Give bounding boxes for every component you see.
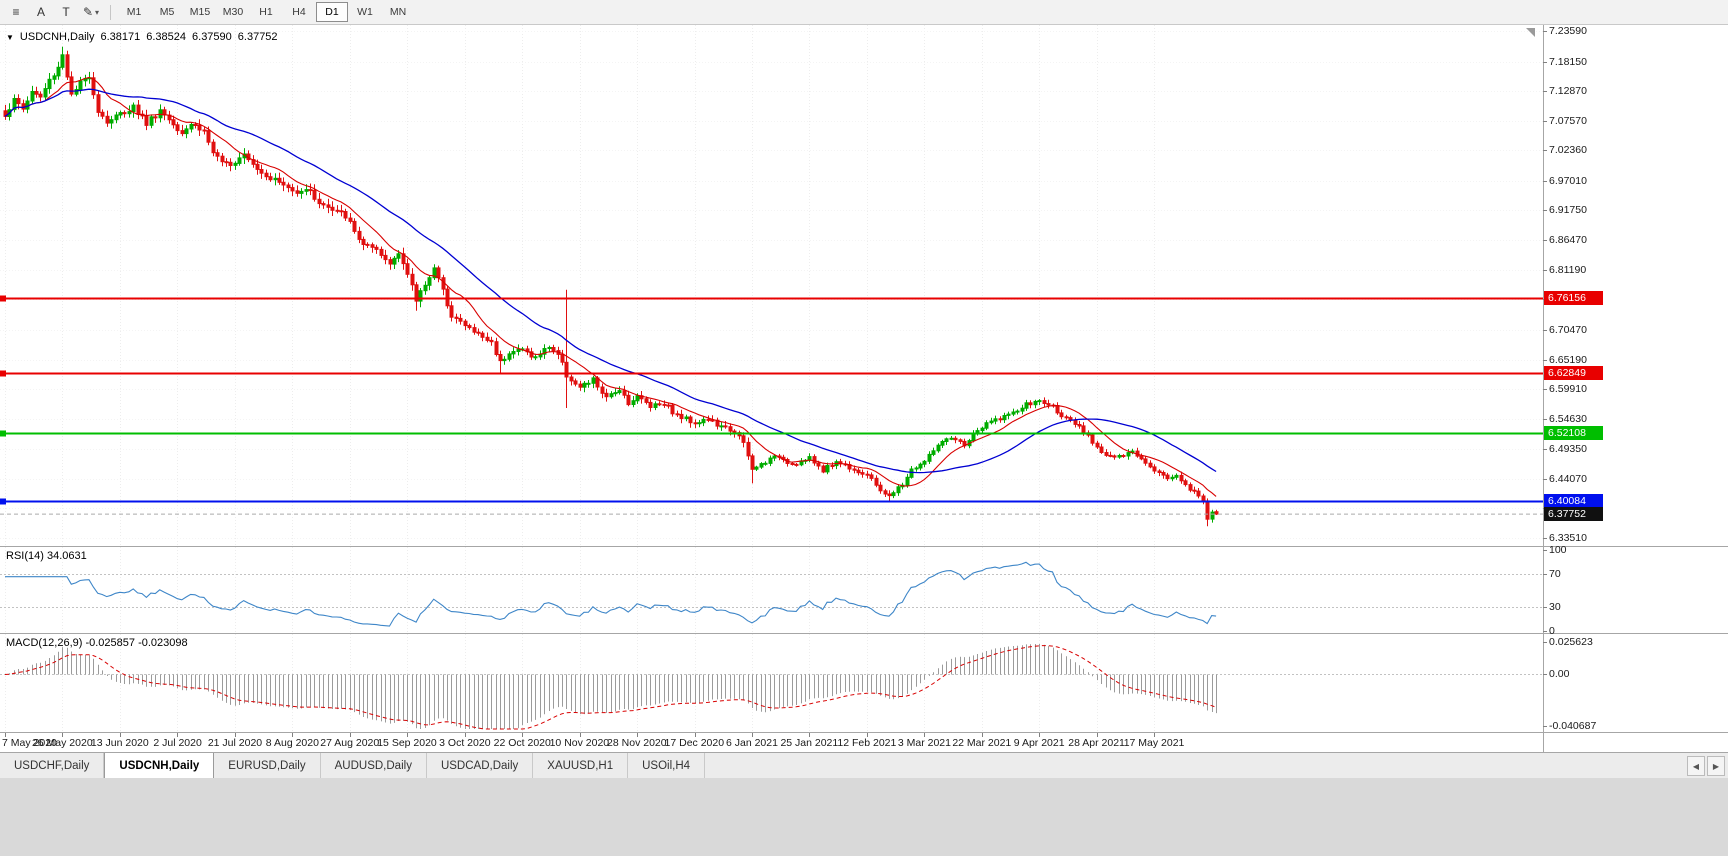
time-axis[interactable] xyxy=(0,733,1728,752)
candles-bearish xyxy=(3,50,1219,527)
timeframe-button-mn[interactable]: MN xyxy=(389,6,407,18)
price-axis-label: 7.23590 xyxy=(1549,25,1587,37)
price-axis-label: 7.12870 xyxy=(1549,85,1587,98)
tab-scroll-left-button[interactable]: ◀ xyxy=(1687,756,1705,776)
timeframe-button-d1[interactable]: D1 xyxy=(316,2,348,22)
timeframe-button-h4[interactable]: H4 xyxy=(292,6,306,18)
hline-price-badge: 6.62849 xyxy=(1544,365,1603,380)
drawing-tools-group: ≡ A T ✎ ▾ xyxy=(4,0,103,24)
line-anchor-handle[interactable] xyxy=(0,295,6,302)
panel-separator[interactable] xyxy=(0,546,1728,547)
symbol-timeframe-label: USDCNH,Daily xyxy=(19,31,95,43)
price-axis-label: 6.70470 xyxy=(1549,323,1587,336)
scroll-to-end-icon[interactable] xyxy=(1526,28,1535,37)
rsi-panel[interactable] xyxy=(0,547,1543,633)
macd-axis-label: 0.025623 xyxy=(1549,636,1593,648)
price-axis-label: 6.49350 xyxy=(1549,442,1587,455)
line-anchor-handle[interactable] xyxy=(0,370,6,377)
window-background xyxy=(0,777,1728,856)
price-axis-label: 7.02360 xyxy=(1549,144,1587,157)
macd-signal-line[interactable] xyxy=(4,645,1217,730)
rsi-axis-label: 30 xyxy=(1549,600,1561,613)
chart-tab-xauusd[interactable]: XAUUSD,H1 xyxy=(533,753,629,778)
price-axis-label: 6.33510 xyxy=(1549,531,1587,544)
rsi-indicator-label: RSI(14) 34.0631 xyxy=(6,550,87,562)
macd-axis-label: -0.040687 xyxy=(1549,720,1597,732)
line-anchor-handle[interactable] xyxy=(0,430,6,437)
panel-separator xyxy=(0,732,1728,733)
timeframe-button-m30[interactable]: M30 xyxy=(222,6,244,18)
chart-tab-usdchf[interactable]: USDCHF,Daily xyxy=(0,753,105,778)
price-axis-label: 6.38790 xyxy=(1549,502,1587,515)
toolbar-separator xyxy=(110,4,111,20)
ohlc-open-value: 6.38171 xyxy=(100,31,141,43)
ma-fast-line[interactable] xyxy=(4,76,1217,497)
text-tool-button[interactable]: T xyxy=(62,5,70,19)
price-axis-label: 6.59910 xyxy=(1549,383,1587,396)
chart-tab-usoil[interactable]: USOil,H4 xyxy=(628,753,706,778)
ma-slow-line[interactable] xyxy=(4,88,1217,474)
price-axis-border xyxy=(1543,25,1544,752)
price-axis-label: 6.54630 xyxy=(1549,413,1587,426)
timeframe-button-w1[interactable]: W1 xyxy=(357,6,373,18)
chevron-down-icon: ▾ xyxy=(95,7,100,17)
macd-histogram xyxy=(9,644,1217,729)
macd-indicator-label: MACD(12,26,9) -0.025857 -0.023098 xyxy=(6,637,188,649)
draw-tool-button[interactable]: ✎ ▾ xyxy=(82,5,100,19)
price-axis-label: 6.97010 xyxy=(1549,174,1587,187)
chart-tab-bar: USDCHF,Daily USDCNH,Daily EURUSD,Daily AUDU… xyxy=(0,752,1728,778)
chart-tab-usdcnh[interactable]: USDCNH,Daily xyxy=(104,753,215,778)
macd-axis-label: 0.00 xyxy=(1549,668,1570,681)
chart-tab-audusd[interactable]: AUDUSD,Daily xyxy=(320,753,427,778)
tab-scroll-right-button[interactable]: ▶ xyxy=(1707,756,1725,776)
chart-tab-eurusd[interactable]: EURUSD,Daily xyxy=(214,753,321,778)
tab-scroll-buttons: ◀ ▶ xyxy=(1687,754,1725,778)
price-axis-label: 6.91750 xyxy=(1549,204,1587,217)
line-anchor-handle[interactable] xyxy=(0,498,6,505)
current-price-badge: 6.37752 xyxy=(1544,507,1603,522)
hline-price-badge: 6.52108 xyxy=(1544,426,1603,441)
timeframe-button-m1[interactable]: M1 xyxy=(126,6,142,18)
collapse-triangle-icon[interactable]: ▼ xyxy=(6,33,14,42)
panel-separator[interactable] xyxy=(0,633,1728,634)
price-axis-label: 6.44070 xyxy=(1549,472,1587,485)
cursor-tool-button[interactable]: A xyxy=(36,5,45,19)
rsi-axis-label: 0 xyxy=(1549,625,1555,637)
ohlc-high-value: 6.38524 xyxy=(146,31,187,43)
price-axis-label: 7.18150 xyxy=(1549,55,1587,68)
rsi-axis-label: 70 xyxy=(1549,568,1561,581)
candles-bullish xyxy=(7,46,1215,523)
toolbar: ≡ A T ✎ ▾ M1 M5 M15 M30 H1 H4 D1 W1 MN xyxy=(0,0,1728,25)
ohlc-low-value: 6.37590 xyxy=(192,31,232,43)
macd-panel[interactable] xyxy=(0,634,1543,732)
main-grid xyxy=(0,25,1543,546)
price-axis-label: 7.07570 xyxy=(1549,115,1587,128)
timeframe-button-m15[interactable]: M15 xyxy=(189,6,211,18)
timeframe-button-h1[interactable]: H1 xyxy=(259,6,273,18)
chart-tab-usdcad[interactable]: USDCAD,Daily xyxy=(426,753,534,778)
main-price-chart[interactable] xyxy=(0,25,1543,546)
tab-strip: USDCHF,Daily USDCNH,Daily EURUSD,Daily AUDU… xyxy=(0,753,706,778)
hline-price-badge: 6.40084 xyxy=(1544,493,1603,508)
hamburger-menu-button[interactable]: ≡ xyxy=(12,5,20,19)
symbol-ohlc-readout: ▼ USDCNH,Daily 6.38171 6.38524 6.37590 6… xyxy=(6,31,278,44)
ohlc-close-value: 6.37752 xyxy=(237,31,278,43)
price-axis-label: 6.81190 xyxy=(1549,263,1587,276)
timeframe-group: M1 M5 M15 M30 H1 H4 D1 W1 MN xyxy=(118,0,414,24)
price-axis-label: 6.65190 xyxy=(1549,353,1587,366)
rsi-line[interactable] xyxy=(5,561,1217,627)
timeframe-button-m5[interactable]: M5 xyxy=(159,6,175,18)
hline-price-badge: 6.76156 xyxy=(1544,290,1603,305)
price-axis-label: 6.75900 xyxy=(1549,293,1587,306)
price-axis-label: 6.86470 xyxy=(1549,233,1587,246)
